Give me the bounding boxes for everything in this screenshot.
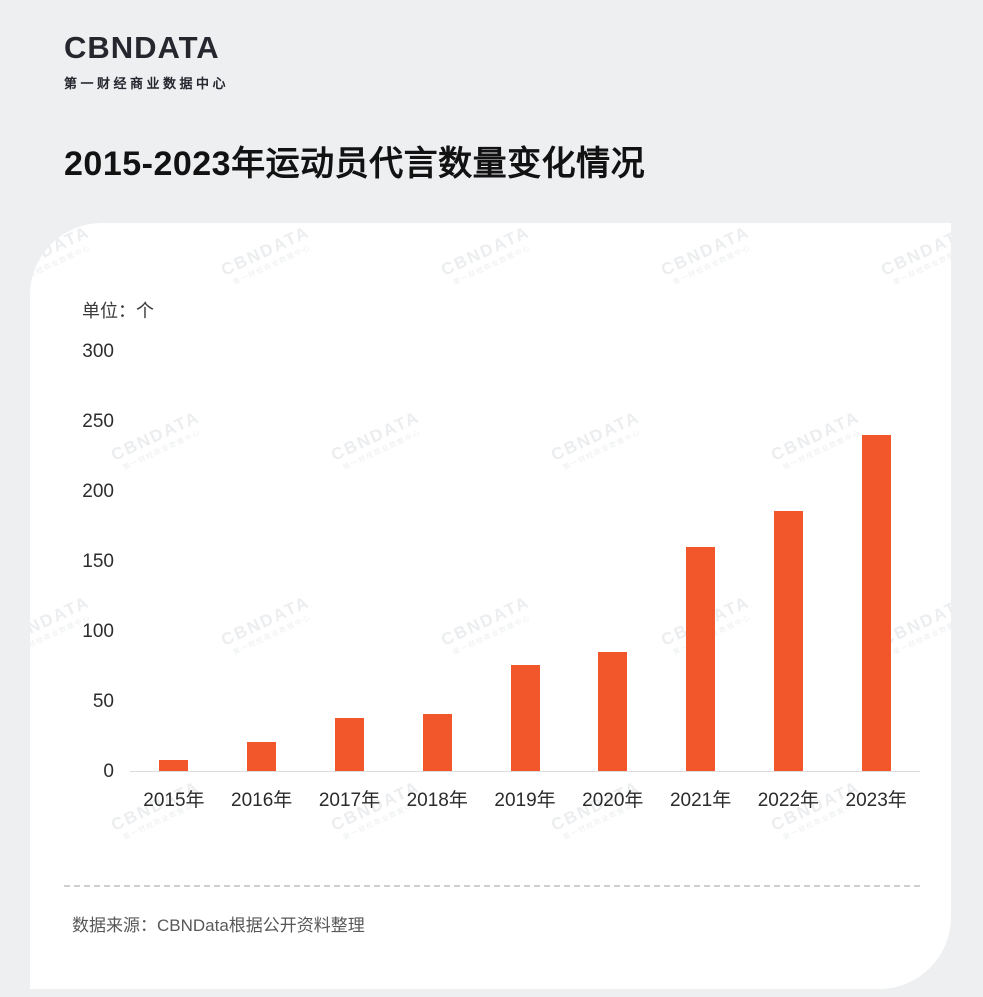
- y-axis-tick-label: 150: [82, 551, 114, 572]
- bar-slot: [481, 664, 569, 771]
- y-axis-tick-label: 50: [92, 691, 114, 712]
- y-axis: 300 250 200 150 100 50 0: [30, 341, 114, 782]
- watermark-brand-text: CBNDATA: [218, 223, 313, 280]
- watermark-brand-text: CBNDATA: [30, 223, 93, 280]
- watermark-subtitle-text: 第一财经商业数据中心: [232, 244, 313, 287]
- bar-2016年: [247, 741, 277, 771]
- x-axis-label: 2022年: [757, 790, 819, 811]
- x-axis-label: 2016年: [231, 790, 293, 811]
- watermark-brand-text: CBNDATA: [658, 223, 753, 280]
- y-axis-tick-label: 300: [82, 341, 114, 362]
- bar-2018年: [422, 713, 452, 771]
- bar-slot: [218, 741, 306, 771]
- x-axis-label: 2020年: [582, 790, 644, 811]
- cbndata-logo: CBNDATA 第一财经商业数据中心: [64, 30, 229, 92]
- bar-2023年: [861, 435, 891, 771]
- x-axis: 2015年 2016年 2017年 2018年 2019年 2020年 2021年 2022年…: [130, 785, 920, 812]
- y-axis-tick-label: 100: [82, 621, 114, 642]
- bar-slot: [130, 759, 218, 771]
- bar-2020年: [598, 652, 628, 771]
- bar-2019年: [510, 664, 540, 771]
- watermark-subtitle-text: 第一财经商业数据中心: [30, 244, 93, 287]
- x-axis-label: 2018年: [406, 790, 468, 811]
- x-axis-label: 2017年: [318, 790, 381, 811]
- chart-card: CBNDATA 第一财经商业数据中心 CBNDATA 第一财经商业数据中心 CBNDAT…: [30, 223, 951, 989]
- watermark-subtitle-text: 第一财经商业数据中心: [672, 244, 753, 287]
- bar-slot: [657, 547, 745, 771]
- x-axis-label: 2023年: [845, 790, 907, 811]
- source-note: 数据来源：CBNData根据公开资料整理: [72, 916, 365, 935]
- bar-slot: [744, 510, 832, 771]
- watermark-brand-text: CBNDATA: [878, 223, 951, 280]
- bar-slot: [393, 713, 481, 771]
- bar-chart-plot: [130, 352, 920, 772]
- y-axis-tick-label: 250: [82, 411, 114, 432]
- logo-subtitle-text: 第一财经商业数据中心: [64, 76, 230, 91]
- y-axis-tick-label: 200: [82, 481, 114, 502]
- bar-slot: [306, 717, 394, 771]
- bar-slot: [569, 652, 657, 771]
- watermark-subtitle-text: 第一财经商业数据中心: [452, 244, 533, 287]
- bar-2015年: [159, 759, 189, 771]
- x-axis-label: 2015年: [143, 790, 205, 811]
- watermark-subtitle-text: 第一财经商业数据中心: [892, 244, 951, 287]
- unit-label: 单位：个: [82, 301, 154, 321]
- page-title: 2015-2023年运动员代言数量变化情况: [64, 145, 646, 183]
- x-axis-label: 2019年: [494, 790, 556, 811]
- logo-brand-text: CBNDATA: [64, 30, 220, 65]
- watermark-brand-text: CBNDATA: [438, 223, 533, 280]
- bar-slot: [832, 435, 920, 771]
- dashed-divider: [64, 885, 920, 887]
- bar-2017年: [334, 717, 364, 771]
- x-axis-label: 2021年: [669, 790, 732, 811]
- bar-2022年: [773, 510, 803, 771]
- bar-2021年: [686, 547, 716, 771]
- y-axis-tick-label: 0: [103, 761, 114, 782]
